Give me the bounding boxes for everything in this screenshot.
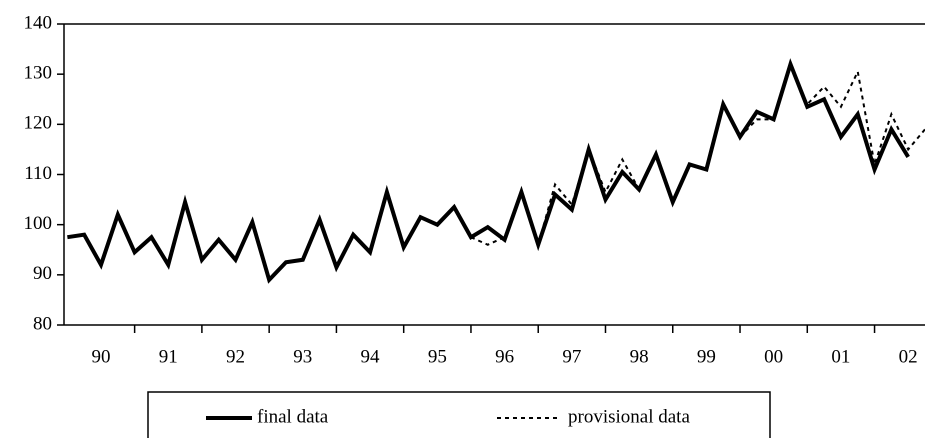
x-tick-label: 91 bbox=[159, 346, 178, 367]
legend-box bbox=[147, 391, 771, 438]
x-tick-label: 01 bbox=[831, 346, 850, 367]
y-tick-label: 100 bbox=[24, 213, 53, 234]
legend-label: provisional data bbox=[568, 406, 690, 427]
y-tick-label: 90 bbox=[33, 263, 52, 284]
x-tick-label: 90 bbox=[91, 346, 110, 367]
x-tick-label: 94 bbox=[361, 346, 381, 367]
y-tick-label: 120 bbox=[24, 113, 53, 134]
y-tick-label: 130 bbox=[24, 63, 53, 84]
x-tick-label: 96 bbox=[495, 346, 514, 367]
x-tick-label: 97 bbox=[562, 346, 581, 367]
x-tick-label: 00 bbox=[764, 346, 783, 367]
x-tick-label: 02 bbox=[899, 346, 918, 367]
x-tick-label: 93 bbox=[293, 346, 312, 367]
legend-label: final data bbox=[257, 406, 329, 427]
y-tick-label: 110 bbox=[24, 163, 52, 184]
series-line bbox=[67, 58, 910, 284]
x-tick-label: 99 bbox=[697, 346, 716, 367]
y-tick-label: 140 bbox=[24, 12, 53, 33]
series-line bbox=[470, 61, 925, 249]
x-tick-label: 98 bbox=[630, 346, 649, 367]
y-tick-label: 80 bbox=[33, 313, 52, 334]
x-tick-label: 92 bbox=[226, 346, 245, 367]
x-tick-label: 95 bbox=[428, 346, 447, 367]
